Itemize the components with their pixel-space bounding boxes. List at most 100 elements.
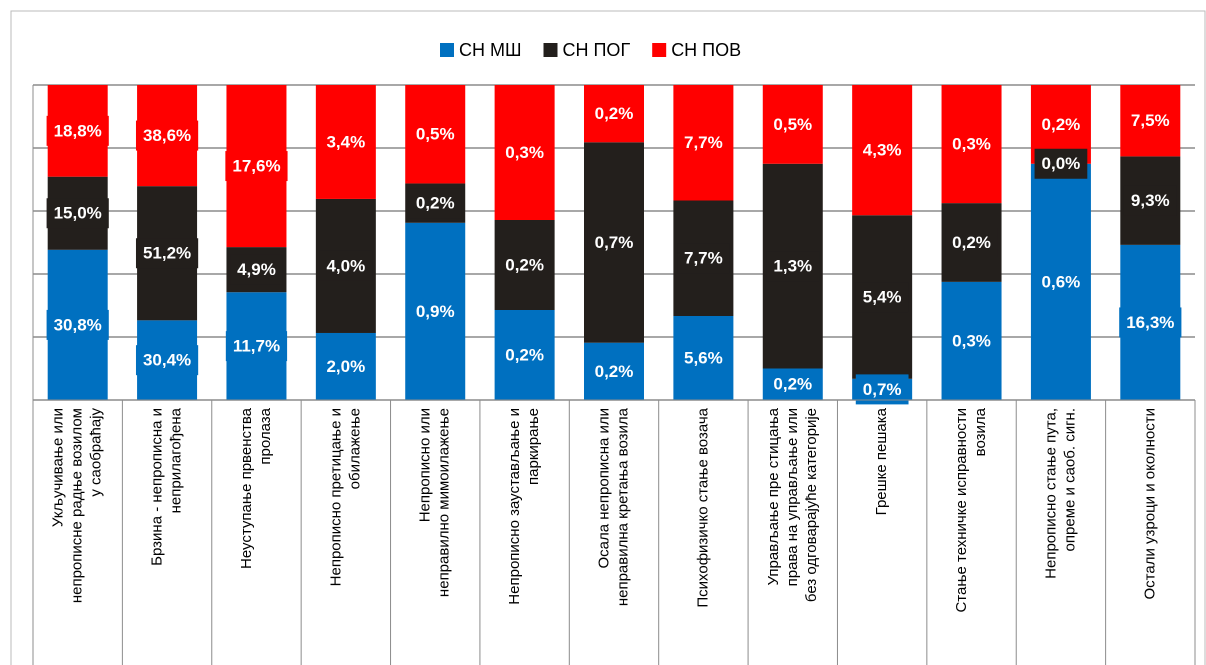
data-label-text: 7,7% xyxy=(684,133,723,152)
legend-label: СН МШ xyxy=(459,40,522,60)
data-label: 4,3% xyxy=(855,135,909,166)
data-label-text: 9,3% xyxy=(1131,191,1170,210)
data-label-box xyxy=(498,340,551,370)
data-label-text: 18,8% xyxy=(54,121,102,140)
data-label: 0,7% xyxy=(587,227,641,258)
data-label-text: 0,5% xyxy=(773,115,812,134)
data-label: 38,6% xyxy=(135,120,199,151)
data-label-text: 15,0% xyxy=(54,204,102,223)
data-label-text: 0,3% xyxy=(952,331,991,350)
data-label-text: 38,6% xyxy=(143,126,191,145)
data-label-box xyxy=(46,309,109,340)
data-label: 3,4% xyxy=(319,126,373,157)
data-label-box xyxy=(677,343,730,373)
data-label-box xyxy=(1123,105,1177,136)
data-label-text: 3,4% xyxy=(326,132,365,151)
data-label-box xyxy=(587,227,641,258)
data-label-text: 16,3% xyxy=(1126,313,1174,332)
data-label: 30,8% xyxy=(46,309,109,340)
data-label-box xyxy=(677,127,730,158)
data-label-box xyxy=(408,296,462,327)
legend-label: СН ПОВ xyxy=(671,40,741,60)
x-tick-label: Осала непрописна или неправилна кретања в… xyxy=(595,407,631,606)
data-label: 0,2% xyxy=(498,340,551,370)
data-label-box xyxy=(319,351,373,382)
data-label-box xyxy=(587,98,641,129)
data-label: 0,3% xyxy=(945,325,998,356)
data-label-text: 5,6% xyxy=(684,348,723,367)
x-tick-label: Непрописно стање пута, опреме и саоб. сиг… xyxy=(1042,408,1078,579)
data-label-box xyxy=(855,282,909,313)
data-label: 0,2% xyxy=(1034,109,1088,140)
data-label-text: 0,7% xyxy=(863,380,902,399)
data-label: 16,3% xyxy=(1119,307,1182,338)
x-tick-label: Непрописно заустављање и паркирање xyxy=(506,408,542,605)
data-label: 7,7% xyxy=(677,127,730,158)
data-label-text: 0,2% xyxy=(773,375,812,394)
data-label: 17,6% xyxy=(225,151,288,182)
data-label-box xyxy=(225,331,288,362)
data-label: 0,3% xyxy=(498,137,551,168)
data-label-text: 7,7% xyxy=(684,249,723,268)
legend-swatch xyxy=(652,43,667,57)
x-tick-label: Брзина - непрописна и неприлагођена xyxy=(149,407,185,566)
x-tick-label: Неуступање првенства пролаза xyxy=(238,407,274,569)
data-label-box xyxy=(1123,185,1177,216)
data-label: 18,8% xyxy=(46,115,109,146)
data-label-text: 0,2% xyxy=(505,345,544,364)
data-label-box xyxy=(1034,148,1088,179)
data-label: 0,2% xyxy=(408,188,462,219)
data-label-box xyxy=(230,254,283,285)
data-label: 2,0% xyxy=(319,351,373,382)
x-tick-label: Грешке пешака xyxy=(873,407,890,515)
x-tick-label: Психофизичко стање возача xyxy=(694,407,711,607)
data-label-box xyxy=(135,238,199,269)
data-label: 7,7% xyxy=(677,243,730,274)
data-label-text: 5,4% xyxy=(863,288,902,307)
data-label-text: 0,9% xyxy=(416,302,455,321)
data-label: 15,0% xyxy=(46,198,109,229)
data-label: 11,7% xyxy=(225,331,288,362)
data-label: 0,2% xyxy=(587,98,641,129)
data-label-box xyxy=(225,151,288,182)
data-label-text: 0,2% xyxy=(416,194,455,213)
data-label: 0,5% xyxy=(766,109,820,140)
data-label-text: 51,2% xyxy=(143,244,191,263)
data-label-text: 17,6% xyxy=(232,157,280,176)
data-label-text: 0,2% xyxy=(1042,115,1081,134)
data-label-box xyxy=(498,250,551,280)
data-label-box xyxy=(766,369,820,400)
data-label-box xyxy=(945,129,998,160)
x-tick-label: Остали узроци и околности xyxy=(1141,408,1158,599)
data-label: 0,2% xyxy=(587,356,641,387)
data-label-text: 4,3% xyxy=(863,141,902,160)
data-label: 0,6% xyxy=(1034,266,1088,297)
data-label-box xyxy=(319,126,373,157)
data-label-text: 2,0% xyxy=(326,357,365,376)
data-label: 0,7% xyxy=(855,374,909,405)
data-label-box xyxy=(766,109,820,140)
x-tick-label: Непрописно или неправилно мимоилажење xyxy=(417,408,453,597)
legend-swatch xyxy=(440,43,454,57)
data-label-box xyxy=(1034,266,1088,297)
legend-label: СН ПОГ xyxy=(563,40,631,60)
data-label: 0,0% xyxy=(1034,148,1088,179)
data-label-text: 0,3% xyxy=(505,143,544,162)
data-label: 9,3% xyxy=(1123,185,1177,216)
data-label: 5,6% xyxy=(677,343,730,373)
data-label: 0,2% xyxy=(945,227,998,258)
data-label-box xyxy=(587,356,641,387)
x-tick-label: Укључивање или непрописне радње возилом у … xyxy=(50,408,105,604)
data-label-text: 30,4% xyxy=(143,351,191,370)
data-label-box xyxy=(498,137,551,168)
data-label-text: 4,0% xyxy=(326,256,365,275)
data-label-box xyxy=(408,188,462,219)
x-tick-label: Стање техничке исправности возила xyxy=(953,407,989,612)
data-label: 7,5% xyxy=(1123,105,1177,136)
data-label-box xyxy=(1119,307,1182,338)
data-label: 1,3% xyxy=(766,251,820,282)
data-label-text: 0,0% xyxy=(1042,154,1081,173)
data-label: 4,9% xyxy=(230,254,283,285)
data-label-box xyxy=(945,325,998,356)
